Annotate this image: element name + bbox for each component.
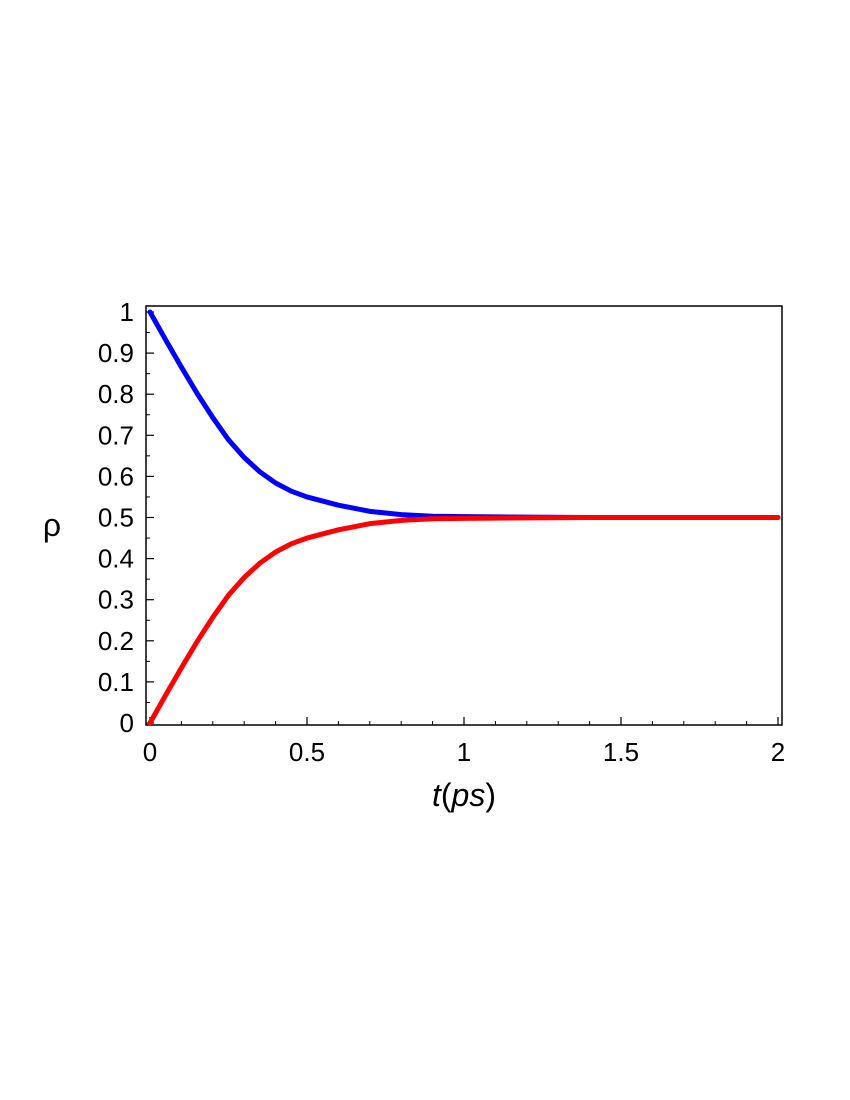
x-tick-label: 0 — [143, 737, 157, 767]
y-tick-label: 1 — [120, 297, 134, 327]
x-axis-label-variable: t — [432, 777, 442, 813]
x-axis-tick-labels: 0 0.5 1 1.5 2 — [143, 737, 785, 767]
y-axis-label: ρ — [43, 507, 61, 543]
y-tick-label: 0.6 — [98, 461, 134, 491]
x-tick-label: 1 — [457, 737, 471, 767]
y-tick-label: 0.5 — [98, 503, 134, 533]
y-tick-label: 0.3 — [98, 585, 134, 615]
x-axis-label: t(ps) — [432, 777, 496, 813]
x-tick-label: 1.5 — [603, 737, 639, 767]
y-tick-label: 0.1 — [98, 667, 134, 697]
y-tick-label: 0 — [120, 708, 134, 738]
x-tick-label: 0.5 — [289, 737, 325, 767]
x-axis-ticks — [149, 717, 779, 725]
y-axis-ticks — [146, 311, 154, 724]
x-tick-label: 2 — [771, 737, 785, 767]
series-line-1 — [147, 309, 781, 520]
y-tick-label: 0.2 — [98, 626, 134, 656]
y-tick-label: 0.8 — [98, 379, 134, 409]
y-tick-label: 0.4 — [98, 544, 134, 574]
series-lines — [147, 309, 781, 726]
y-axis-tick-labels: 0 0.1 0.2 0.3 0.4 0.5 0.6 0.7 0.8 0.9 1 — [98, 297, 134, 738]
x-axis-label-open-paren: ( — [441, 777, 452, 813]
y-tick-label: 0.9 — [98, 338, 134, 368]
x-axis-label-unit: ps — [451, 777, 486, 813]
y-tick-label: 0.7 — [98, 420, 134, 450]
x-axis-label-close-paren: ) — [485, 777, 496, 813]
series-line-2 — [147, 515, 781, 726]
